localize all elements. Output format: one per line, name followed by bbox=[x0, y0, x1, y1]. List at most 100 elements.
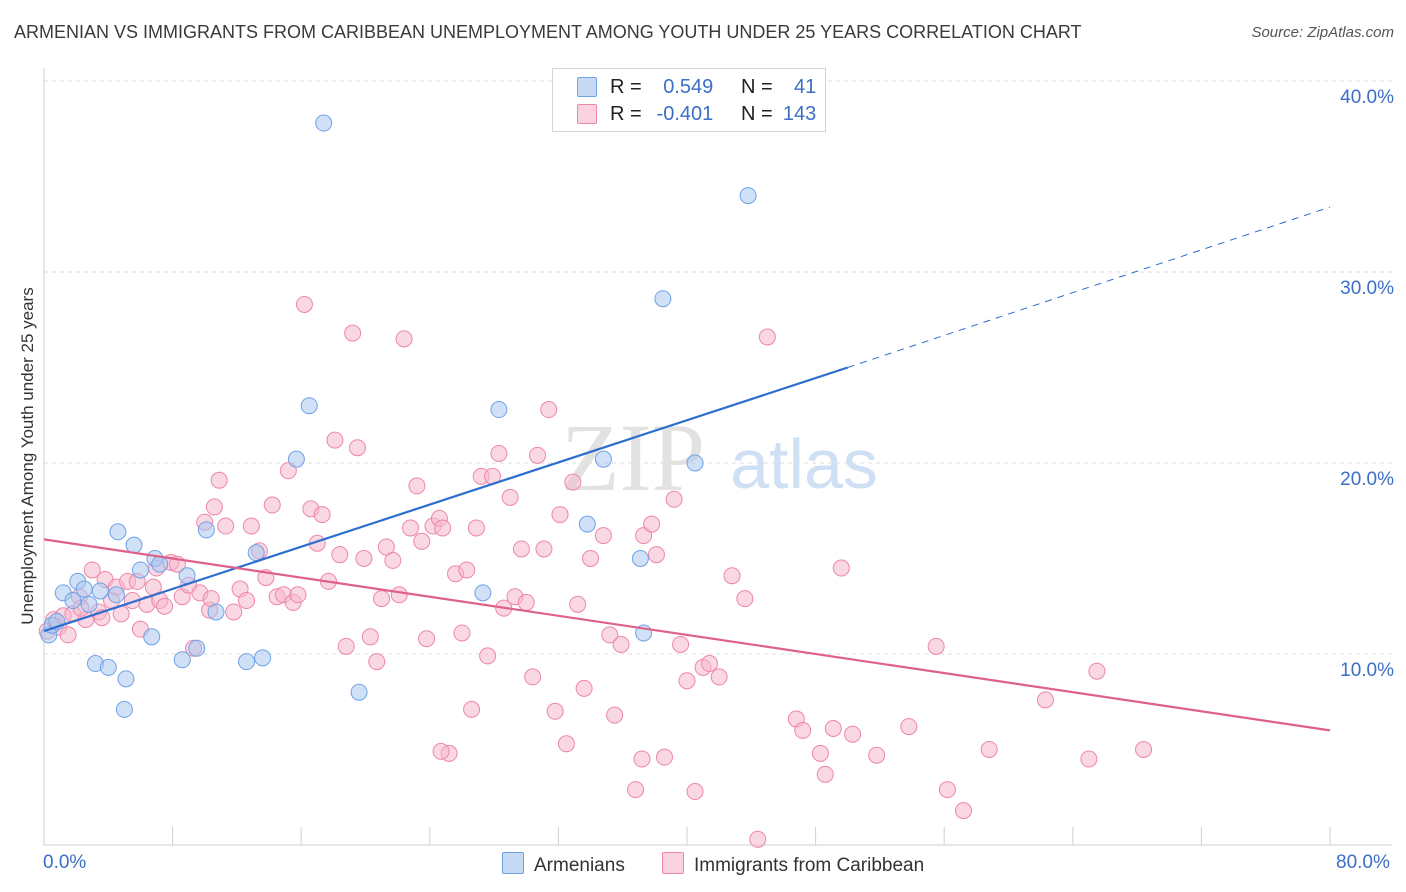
y-tick-label: 20.0% bbox=[1340, 469, 1394, 490]
data-point bbox=[594, 527, 612, 545]
data-point bbox=[395, 330, 413, 348]
data-point bbox=[361, 628, 379, 646]
data-point bbox=[633, 750, 651, 768]
data-point bbox=[551, 506, 569, 524]
data-point bbox=[900, 718, 918, 736]
data-point bbox=[263, 496, 281, 514]
data-point bbox=[99, 658, 117, 676]
data-point bbox=[205, 498, 223, 516]
bottom-legend-label: Armenians bbox=[534, 855, 625, 876]
data-point bbox=[313, 506, 331, 524]
data-point bbox=[569, 595, 587, 613]
watermark-atlas: atlas bbox=[730, 425, 878, 503]
data-point bbox=[710, 668, 728, 686]
data-point bbox=[490, 401, 508, 419]
data-point bbox=[474, 584, 492, 602]
data-point bbox=[80, 595, 98, 613]
data-point bbox=[434, 519, 452, 537]
data-point bbox=[601, 626, 619, 644]
data-point bbox=[355, 550, 373, 567]
data-point bbox=[368, 653, 386, 671]
data-point bbox=[631, 550, 649, 567]
data-point bbox=[75, 580, 93, 598]
data-point bbox=[490, 444, 508, 462]
legend-n-label: N = bbox=[741, 103, 773, 125]
data-point bbox=[557, 735, 575, 753]
legend-r-label: R = bbox=[610, 76, 642, 98]
data-point bbox=[287, 450, 305, 468]
data-point bbox=[612, 635, 630, 653]
data-point bbox=[151, 555, 169, 573]
data-point bbox=[575, 679, 593, 697]
data-point bbox=[546, 702, 564, 720]
data-point bbox=[606, 706, 624, 724]
data-point bbox=[337, 637, 355, 655]
data-point bbox=[238, 592, 256, 610]
data-point bbox=[512, 540, 530, 558]
data-point bbox=[665, 490, 683, 508]
data-point bbox=[517, 593, 535, 611]
armenians-trend-line bbox=[43, 366, 849, 633]
data-point bbox=[1080, 750, 1098, 768]
data-point bbox=[627, 781, 645, 799]
y-tick-label: 40.0% bbox=[1340, 87, 1394, 108]
data-point bbox=[156, 597, 174, 615]
data-point bbox=[811, 744, 829, 762]
data-point bbox=[501, 488, 519, 506]
data-point bbox=[654, 290, 672, 308]
data-point bbox=[331, 546, 349, 564]
data-point bbox=[927, 637, 945, 655]
data-point bbox=[816, 765, 834, 783]
data-point bbox=[794, 721, 812, 739]
data-point bbox=[242, 517, 260, 535]
data-point bbox=[453, 624, 471, 642]
data-point bbox=[344, 324, 362, 342]
data-point bbox=[225, 603, 243, 621]
data-point bbox=[408, 477, 426, 495]
gridlines bbox=[44, 80, 1392, 655]
correlation-legend: R = 0.549 N = 41 R = -0.401 N = 143 bbox=[552, 68, 826, 132]
legend-n-value: 143 bbox=[782, 103, 817, 125]
chart-title: ARMENIAN VS IMMIGRANTS FROM CARIBBEAN UN… bbox=[14, 22, 1082, 42]
data-point bbox=[655, 748, 673, 766]
bottom-legend-armenians: Armenians bbox=[502, 852, 625, 877]
y-tick-label: 10.0% bbox=[1340, 660, 1394, 681]
data-point bbox=[938, 781, 956, 799]
data-point bbox=[954, 802, 972, 820]
armenian-points bbox=[40, 114, 757, 718]
data-point bbox=[535, 540, 553, 558]
data-point bbox=[529, 446, 547, 464]
data-point bbox=[402, 519, 420, 537]
data-point bbox=[647, 546, 665, 564]
data-point bbox=[289, 586, 307, 604]
axes bbox=[43, 68, 1392, 846]
data-point bbox=[739, 187, 757, 205]
data-point bbox=[326, 431, 344, 449]
data-point bbox=[868, 746, 886, 764]
legend-swatch-armenians bbox=[577, 77, 597, 97]
caribbean-trend-line bbox=[43, 538, 1331, 732]
data-point bbox=[390, 586, 408, 604]
bottom-legend-caribbean: Immigrants from Caribbean bbox=[662, 852, 924, 877]
data-point bbox=[980, 741, 998, 758]
data-point bbox=[207, 603, 225, 621]
data-point bbox=[109, 523, 127, 541]
data-point bbox=[131, 561, 149, 579]
data-point bbox=[832, 559, 850, 577]
data-point bbox=[479, 647, 497, 665]
data-point bbox=[143, 628, 161, 646]
data-point bbox=[594, 450, 612, 468]
data-point bbox=[458, 561, 476, 579]
data-point bbox=[348, 439, 366, 457]
data-point bbox=[578, 515, 596, 533]
trend-lines bbox=[43, 206, 1331, 732]
bottom-legend-label: Immigrants from Caribbean bbox=[694, 855, 925, 876]
caribbean-points bbox=[38, 295, 1153, 848]
data-point bbox=[432, 742, 450, 760]
source-label: Source: ZipAtlas.com bbox=[1251, 24, 1394, 41]
legend-r-value: -0.401 bbox=[656, 103, 714, 125]
data-point bbox=[254, 649, 272, 667]
legend-swatch-caribbean bbox=[577, 104, 597, 124]
data-point bbox=[188, 639, 206, 657]
